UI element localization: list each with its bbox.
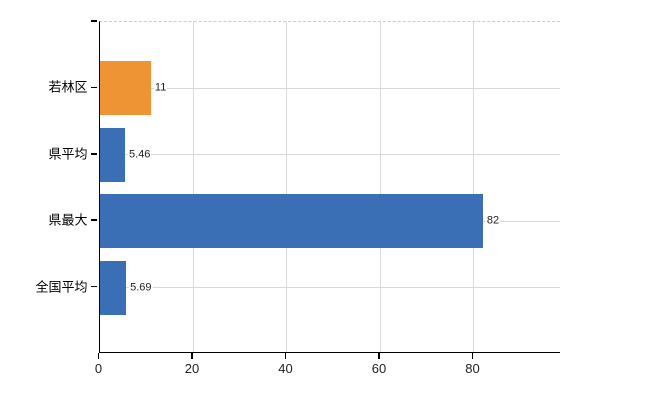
category-grid-line [99,287,560,289]
y-axis-tick [91,86,97,89]
y-axis-tick [91,219,97,221]
x-axis-tick [471,353,474,359]
category-label: 若林区 [48,79,88,95]
bar-value-label: 5.46 [128,148,152,161]
bar-value-label: 82 [485,214,501,227]
x-grid-line [473,22,475,352]
bar [99,260,127,315]
bar [99,127,126,182]
x-tick-label: 80 [465,361,480,376]
plot-area: 11 5.46 82 5.69 [98,21,560,353]
bar-value-label: 5.69 [129,281,153,294]
x-tick-label: 20 [184,361,200,376]
x-axis-tick [378,353,380,359]
x-tick-label: 60 [371,361,387,376]
x-grid-line [286,22,288,352]
x-axis-tick [191,353,193,359]
x-tick-label: 40 [278,361,293,376]
bar-value-label: 11 [153,81,168,94]
y-axis-tick [91,285,97,288]
y-axis-tick [91,153,97,155]
x-axis-tick [97,353,100,359]
x-tick-label: 0 [94,361,103,376]
category-label: 全国平均 [35,279,88,295]
y-axis-end-tick [91,20,97,22]
x-grid-line [379,22,381,352]
bar [99,194,483,249]
category-label: 県平均 [48,146,88,162]
x-axis-tick [284,353,287,359]
x-grid-line [192,22,194,352]
category-grid-line [99,87,560,89]
category-label: 県最大 [48,212,88,228]
category-grid-line [99,154,560,156]
bar [99,61,151,116]
